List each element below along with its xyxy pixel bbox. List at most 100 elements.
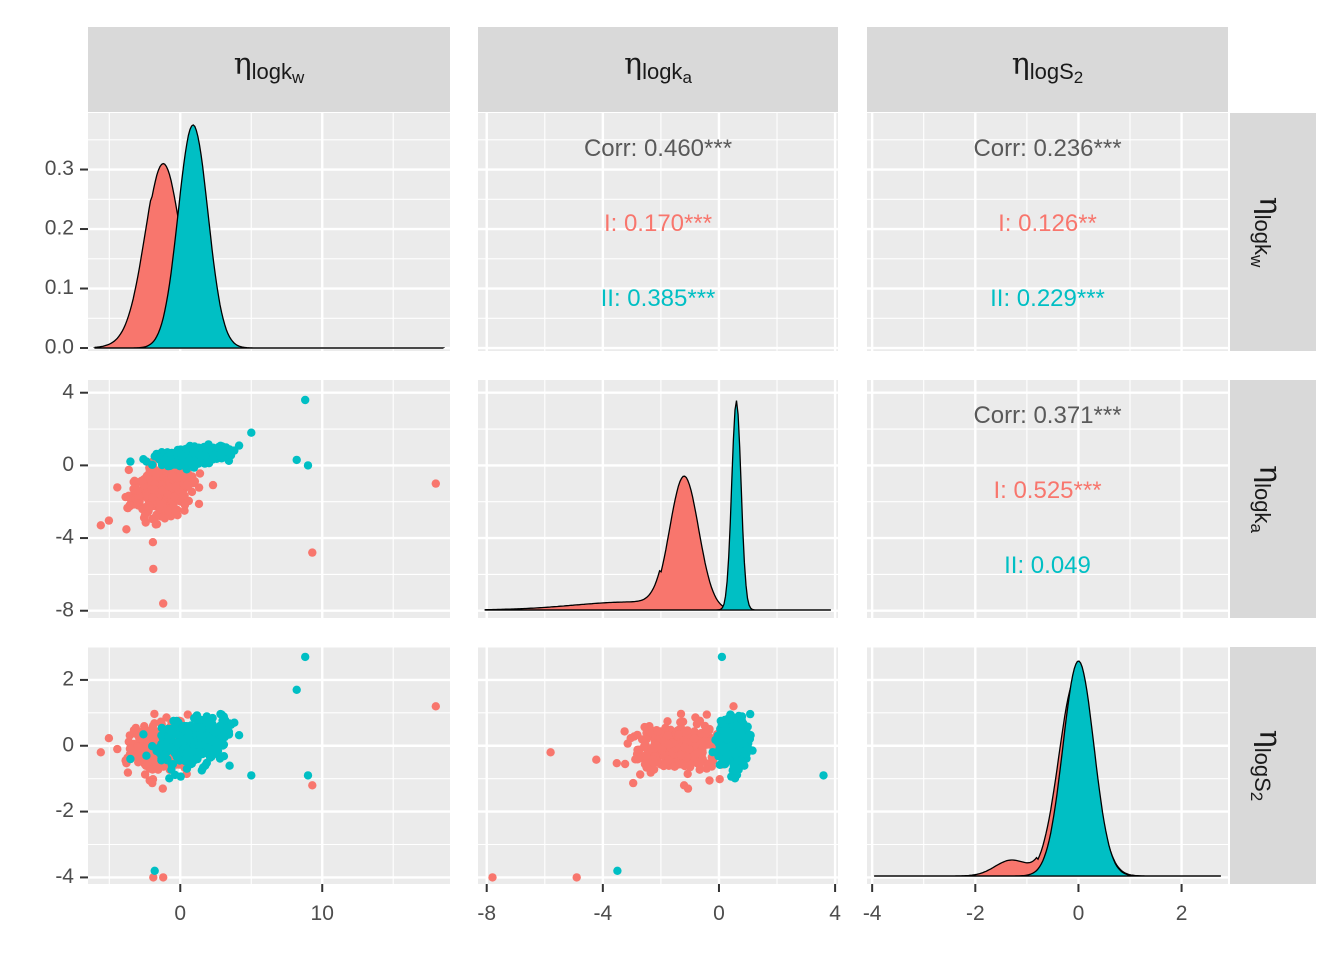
scatter-point-group-II — [201, 716, 211, 726]
scatter-point-group-I — [96, 521, 106, 530]
scatter-point-group-II — [247, 771, 256, 780]
strip-top-label-1: ηlogka — [624, 47, 692, 87]
strip-top-1 — [478, 27, 838, 112]
scatter-point-group-II — [174, 448, 184, 457]
scatter-point-group-I — [431, 479, 440, 488]
scatter-point-group-II — [736, 756, 746, 766]
scatter-point-group-I — [150, 709, 159, 719]
scatter-point-group-II — [303, 771, 313, 780]
scatter-point-group-I — [104, 516, 114, 525]
scatter-point-group-I — [649, 765, 659, 774]
panel-bg-0-2 — [867, 113, 1228, 351]
x-tick-label: 0 — [1073, 902, 1085, 925]
scatter-point-group-II — [292, 685, 301, 694]
scatter-point-group-I — [121, 492, 130, 502]
y-tick-label: 2 — [62, 667, 74, 690]
scatter-point-group-II — [178, 724, 188, 733]
density-panel-0 — [92, 124, 446, 349]
scatter-point-group-I — [692, 719, 702, 729]
scatter-point-group-II — [210, 727, 220, 737]
density-curve-group-II — [92, 124, 446, 349]
x-tick-label: -8 — [477, 902, 496, 925]
strip-right-0 — [1230, 113, 1316, 351]
scatter-point-group-I — [670, 762, 679, 771]
scatter-point-group-I — [183, 710, 192, 719]
scatter-point-group-II — [720, 754, 730, 764]
scatter-point-group-I — [113, 744, 122, 754]
x-tick-label: 2 — [1176, 902, 1188, 925]
scatter-point-group-I — [156, 500, 165, 509]
scatter-point-group-II — [182, 748, 191, 758]
scatter-point-group-I — [664, 740, 673, 749]
scatter-point-group-II — [173, 731, 183, 740]
scatter-point-group-I — [663, 717, 672, 726]
scatter-point-group-I — [125, 731, 134, 740]
scatter-point-group-II — [303, 461, 313, 470]
scatter-point-group-II — [730, 774, 740, 783]
scatter-point-group-I — [612, 759, 621, 768]
scatter-point-group-II — [613, 866, 622, 875]
scatter-point-group-I — [182, 480, 191, 490]
strip-right-label-1-text: ηlogka — [1247, 465, 1287, 533]
scatter-point-group-I — [194, 483, 204, 492]
scatter-point-group-II — [204, 459, 214, 468]
scatter-point-group-II — [206, 753, 215, 762]
scatter-point-group-II — [196, 731, 205, 740]
scatter-point-group-I — [691, 713, 700, 722]
panel-grid-1-2 — [867, 380, 1228, 618]
scatter-point-group-I — [145, 501, 154, 510]
scatter-point-group-II — [729, 761, 738, 770]
scatter-point-group-II — [169, 716, 178, 726]
scatter-point-group-I — [152, 469, 161, 478]
scatter-point-group-II — [166, 726, 175, 736]
scatter-point-group-II — [721, 743, 731, 752]
scatter-point-group-II — [174, 738, 184, 747]
scatter-point-group-I — [167, 471, 176, 480]
scatter-point-group-I — [626, 734, 635, 743]
corr-group-I-text: I: 0.525*** — [993, 477, 1101, 504]
scatter-point-group-II — [142, 457, 151, 466]
scatter-point-group-II — [717, 652, 727, 662]
scatter-point-group-II — [722, 734, 732, 744]
scatter-point-group-I — [678, 717, 688, 726]
scatter-point-group-I — [125, 744, 135, 753]
scatter-point-group-I — [122, 525, 131, 534]
y-tick-label: 0.3 — [45, 157, 74, 180]
scatter-point-group-I — [124, 465, 133, 475]
scatter-point-group-I — [137, 476, 146, 485]
scatter-point-group-II — [126, 754, 135, 764]
strip-right-label-2-text: ηlogS2 — [1247, 730, 1287, 802]
scatter-point-group-II — [215, 754, 225, 763]
scatter-point-group-II — [301, 395, 310, 405]
scatter-point-group-I — [158, 784, 167, 793]
scatter-point-group-I — [149, 564, 158, 574]
y-tick-label: -4 — [55, 865, 74, 888]
scatter-point-group-I — [190, 477, 200, 486]
scatter-point-group-I — [705, 776, 714, 785]
y-tick-label: -4 — [55, 526, 74, 549]
scatter-point-group-I — [113, 483, 122, 492]
scatter-point-group-I — [642, 752, 651, 761]
strip-top-label-2: ηlogS2 — [1012, 47, 1084, 87]
scatter-point-group-I — [698, 754, 707, 763]
scatter-point-group-I — [683, 769, 692, 779]
scatter-point-group-II — [126, 457, 135, 466]
strip-top-0 — [88, 27, 450, 112]
scatter-point-group-II — [714, 752, 723, 761]
scatter-point-group-II — [142, 751, 151, 760]
strip-top-label-0-text: ηlogkw — [234, 47, 305, 87]
density-curve-group-II — [874, 660, 1221, 877]
scatter-point-group-I — [176, 493, 185, 502]
scatter-point-group-I — [180, 500, 190, 510]
scatter-point-group-I — [729, 702, 738, 711]
scatter-point-group-I — [151, 520, 160, 529]
y-tick-label: -2 — [55, 799, 74, 822]
scatter-point-group-I — [96, 748, 106, 757]
scatter-point-group-II — [731, 721, 741, 731]
corr-group-II-text: II: 0.385*** — [601, 285, 716, 312]
scatter-point-group-II — [190, 723, 199, 732]
scatter-point-group-II — [180, 756, 190, 766]
scatter-point-group-I — [629, 778, 638, 788]
scatter-point-group-I — [676, 709, 686, 719]
